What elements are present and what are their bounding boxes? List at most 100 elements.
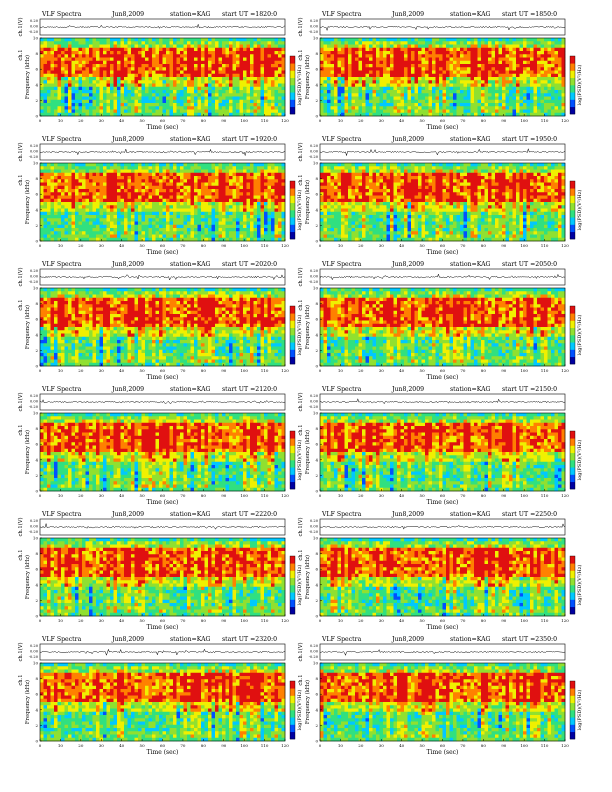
- spectrogram-cell: [75, 192, 79, 196]
- spectrogram-cell: [166, 84, 170, 88]
- spectrogram-cell: [443, 90, 447, 94]
- spectrogram-cell: [247, 84, 251, 88]
- spectrogram-cell: [180, 205, 184, 209]
- spectrogram-cell: [485, 106, 489, 110]
- spectrogram-cell: [338, 106, 342, 110]
- spectrogram-cell: [534, 106, 538, 110]
- spectrogram-cell: [401, 38, 405, 42]
- spectrogram-cell: [184, 54, 188, 58]
- spectrogram-cell: [320, 51, 324, 55]
- spectrogram-cell: [159, 110, 163, 114]
- spectrogram-cell: [443, 97, 447, 101]
- spectrogram-cell: [383, 80, 387, 84]
- spectrogram-cell: [488, 103, 492, 107]
- spectrogram-cell: [170, 231, 174, 235]
- spectrogram-cell: [327, 110, 331, 114]
- x-tick-label: 40: [399, 118, 405, 123]
- spectrogram-cell: [432, 67, 436, 71]
- spectrogram-cell: [478, 110, 482, 114]
- spectrogram-cell: [110, 186, 114, 190]
- spectrogram-cell: [233, 58, 237, 62]
- spectrogram-cell: [82, 80, 86, 84]
- spectrogram-cell: [233, 218, 237, 222]
- spectrogram-cell: [548, 103, 552, 107]
- spectrogram-cell: [467, 103, 471, 107]
- spectrogram-cell: [324, 48, 328, 52]
- spectrogram-cell: [159, 90, 163, 94]
- spectrogram-cell: [212, 222, 216, 226]
- spectrogram-cell: [240, 231, 244, 235]
- spectrogram-cell: [436, 54, 440, 58]
- spectrogram-cell: [117, 218, 121, 222]
- spectrogram-cell: [65, 199, 69, 203]
- spectrogram-cell: [380, 48, 384, 52]
- spectrogram-cell: [173, 106, 177, 110]
- spectrogram-cell: [103, 170, 107, 174]
- spectrogram-cell: [555, 64, 559, 68]
- spectrogram-cell: [352, 90, 356, 94]
- spectrogram-cell: [47, 61, 51, 65]
- spectrogram-cell: [464, 48, 468, 52]
- spectrogram-cell: [40, 58, 44, 62]
- spectrogram-cell: [551, 77, 555, 81]
- spectrogram-cell: [82, 222, 86, 226]
- spectrogram-cell: [240, 90, 244, 94]
- spectrogram-cell: [215, 199, 219, 203]
- spectrogram-cell: [142, 183, 146, 187]
- spectrogram-cell: [44, 103, 48, 107]
- spectrogram-cell: [215, 106, 219, 110]
- spectrogram-cell: [128, 228, 132, 232]
- spectrogram-cell: [271, 71, 275, 75]
- spectrogram-cell: [163, 38, 167, 42]
- spectrogram-cell: [478, 90, 482, 94]
- spectrogram-cell: [184, 163, 188, 167]
- spectrogram-cell: [198, 58, 202, 62]
- spectrogram-cell: [68, 209, 72, 213]
- spectrogram-cell: [492, 64, 496, 68]
- spectrogram-cell: [156, 212, 160, 216]
- spectrogram-cell: [138, 209, 142, 213]
- spectrogram-cell: [149, 228, 153, 232]
- spectrogram-cell: [492, 51, 496, 55]
- spectrogram-cell: [47, 183, 51, 187]
- spectrogram-cell: [93, 54, 97, 58]
- spectrogram-cell: [551, 90, 555, 94]
- spectrogram-cell: [96, 71, 100, 75]
- spectrogram-cell: [61, 71, 65, 75]
- spectrogram-cell: [75, 218, 79, 222]
- spectrogram-cell: [58, 199, 62, 203]
- spectrogram-cell: [555, 106, 559, 110]
- spectrogram-cell: [72, 97, 76, 101]
- y-tick-label: 10: [313, 36, 319, 41]
- spectrogram-cell: [184, 170, 188, 174]
- spectrogram-cell: [404, 97, 408, 101]
- spectrogram-cell: [121, 179, 125, 183]
- spectrogram-cell: [439, 90, 443, 94]
- spectrogram-cell: [499, 97, 503, 101]
- spectrogram-cell: [257, 87, 261, 91]
- spectrogram-cell: [103, 38, 107, 42]
- spectrogram-cell: [446, 64, 450, 68]
- spectrogram-cell: [138, 106, 142, 110]
- spectrogram-cell: [229, 163, 233, 167]
- spectrogram-cell: [163, 58, 167, 62]
- spectrogram-cell: [191, 215, 195, 219]
- spectrogram-cell: [61, 80, 65, 84]
- spectrogram-cell: [166, 199, 170, 203]
- spectrogram-cell: [355, 90, 359, 94]
- spectrogram-cell: [180, 215, 184, 219]
- spectrogram-cell: [331, 61, 335, 65]
- spectrogram-cell: [226, 183, 230, 187]
- spectrogram-cell: [44, 93, 48, 97]
- spectrogram-cell: [268, 61, 272, 65]
- spectrogram-cell: [278, 54, 282, 58]
- spectrogram-cell: [128, 41, 132, 45]
- spectrogram-cell: [331, 58, 335, 62]
- spectrogram-cell: [264, 64, 268, 68]
- spectrogram-cell: [212, 225, 216, 229]
- spectrogram-cell: [355, 64, 359, 68]
- spectrogram-cell: [254, 173, 258, 177]
- spectrogram-cell: [110, 173, 114, 177]
- spectrogram-cell: [411, 77, 415, 81]
- spectrogram-cell: [527, 93, 531, 97]
